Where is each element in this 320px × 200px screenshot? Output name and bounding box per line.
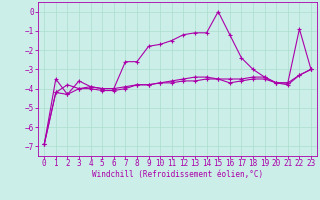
X-axis label: Windchill (Refroidissement éolien,°C): Windchill (Refroidissement éolien,°C) (92, 170, 263, 179)
